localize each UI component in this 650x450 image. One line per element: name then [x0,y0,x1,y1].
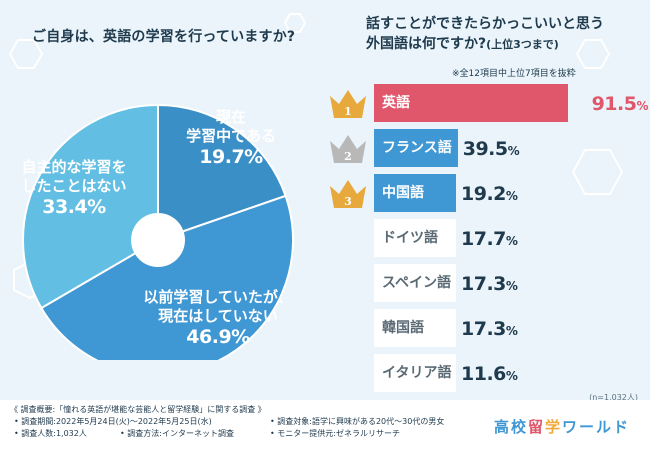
footer-summary: 《 調査概要:「憧れる英語が堪能な芸能人と留学経験」に関する調査 》 [10,405,266,414]
bar [374,219,456,257]
bar-value-unit: % [507,144,520,158]
bar-value-unit: % [505,369,518,383]
footer-period: • 調査期間:2022年5月24日(火)〜2022年5月25日(水) [14,417,212,426]
bar-value: 91.5% [591,84,649,122]
bar-value-number: 39.5 [462,138,508,160]
bar-value-unit: % [505,234,518,248]
bar-chart: 1 英語 91.5% 2 フランス語 39.5% 3 中国語 19.2% ドイツ語 17.7% スペイ… [322,84,648,394]
bar-label: 英語 [382,95,410,111]
bar [374,84,568,122]
rank-number: 1 [344,105,352,118]
bar-row: 3 中国語 19.2% [322,174,648,212]
hexagon-decoration [8,39,44,69]
logo-part: 高校 [494,418,529,436]
bar-label: フランス語 [382,140,452,156]
bar-row: 2 フランス語 39.5% [322,129,648,167]
bar [374,309,456,347]
bar-row: 1 英語 91.5% [322,84,648,122]
hexagon-decoration [571,149,624,195]
pie-slice-never [22,103,159,310]
bar [374,129,458,167]
bar [374,354,456,392]
bar-title-line1: 話すことができたらかっこいいと思う [366,16,604,32]
pie-label-past: 以前学習していたが、 現在はしていない 46.9% [118,288,318,347]
footer-method: • 調査方法:インターネット調査 [120,429,234,438]
pie-pct-never: 33.4% [42,196,106,218]
bar-row: イタリア語 11.6% [322,354,648,392]
pie-chart [22,103,294,360]
bar-value: 17.3% [461,264,518,302]
logo-part: 留 [528,418,546,436]
bar-value-unit: % [636,99,648,113]
bar-value: 11.6% [461,354,518,392]
bar-row: ドイツ語 17.7% [322,219,648,257]
bar [374,264,456,302]
bar-label: イタリア語 [382,365,452,381]
bar-value: 39.5% [462,129,520,167]
bar-label: スペイン語 [382,275,452,291]
logo: 高校留学ワールド [494,416,630,437]
logo-part: ワールド [562,418,631,436]
hexagon-decoration [575,39,611,69]
pie-slice-past [40,194,294,360]
bar-label: ドイツ語 [382,230,438,246]
bar-value-number: 17.3 [461,273,506,295]
bar-value-number: 91.5 [591,93,637,115]
pie-pct-current: 19.7% [199,146,263,168]
pie-center-hole [131,213,185,267]
bar-note: ※全12項目中上位7項目を抜粋 [452,69,576,79]
pie-label-current-line2: 学習中である [186,127,276,145]
bar-value: 17.7% [461,219,518,257]
footer: 《 調査概要:「憧れる英語が堪能な芸能人と留学経験」に関する調査 》 • 調査期… [0,400,650,450]
bar-row: 韓国語 17.3% [322,309,648,347]
pie-label-never-line2: したことはない [21,177,127,195]
bar [374,174,456,212]
pie-pct-past: 46.9% [186,326,250,348]
bar-title-line2: 外国語は何ですか? [366,36,487,52]
bar-value-number: 11.6 [461,363,506,385]
pie-label-past-line1: 以前学習していたが、 [143,288,293,306]
pie-label-past-line2: 現在はしていない [158,307,278,325]
footer-count: • 調査人数:1,032人 [14,429,87,438]
rank-number: 2 [344,150,352,163]
bar-label: 中国語 [382,185,424,201]
footer-target: • 調査対象:語学に興味がある20代〜30代の男女 [270,417,445,426]
pie-label-current-line1: 現在 [215,108,246,126]
rank-number: 3 [344,195,352,208]
bar-subtitle: (上位3つまで) [486,38,559,51]
bar-value-unit: % [505,279,518,293]
bar-value-unit: % [505,324,518,338]
pie-title: ご自身は、英語の学習を行っていますか? [32,29,296,45]
bar-label: 韓国語 [382,320,424,336]
bar-value-unit: % [505,189,518,203]
crown-icon: 1 [330,90,366,118]
sample-size: (n=1,032人) [589,393,638,402]
bar-value-number: 17.3 [461,318,506,340]
logo-part: 学 [545,418,563,436]
bar-value-number: 17.7 [461,228,506,250]
bar-row: スペイン語 17.3% [322,264,648,302]
pie-label-current: 現在 学習中である 19.7% [176,108,286,167]
crown-icon: 2 [330,135,366,163]
hexagon-decoration [283,13,307,33]
pie-label-never-line1: 自主的な学習を [21,158,127,176]
bar-value: 19.2% [461,174,518,212]
bar-value: 17.3% [461,309,518,347]
bar-value-number: 19.2 [461,183,506,205]
bar-title: 話すことができたらかっこいいと思う 外国語は何ですか?(上位3つまで) [366,14,636,55]
pie-label-never: 自主的な学習を したことはない 33.4% [8,158,140,217]
crown-icon: 3 [330,180,366,208]
footer-provider: • モニター提供元:ゼネラルリサーチ [270,429,400,438]
